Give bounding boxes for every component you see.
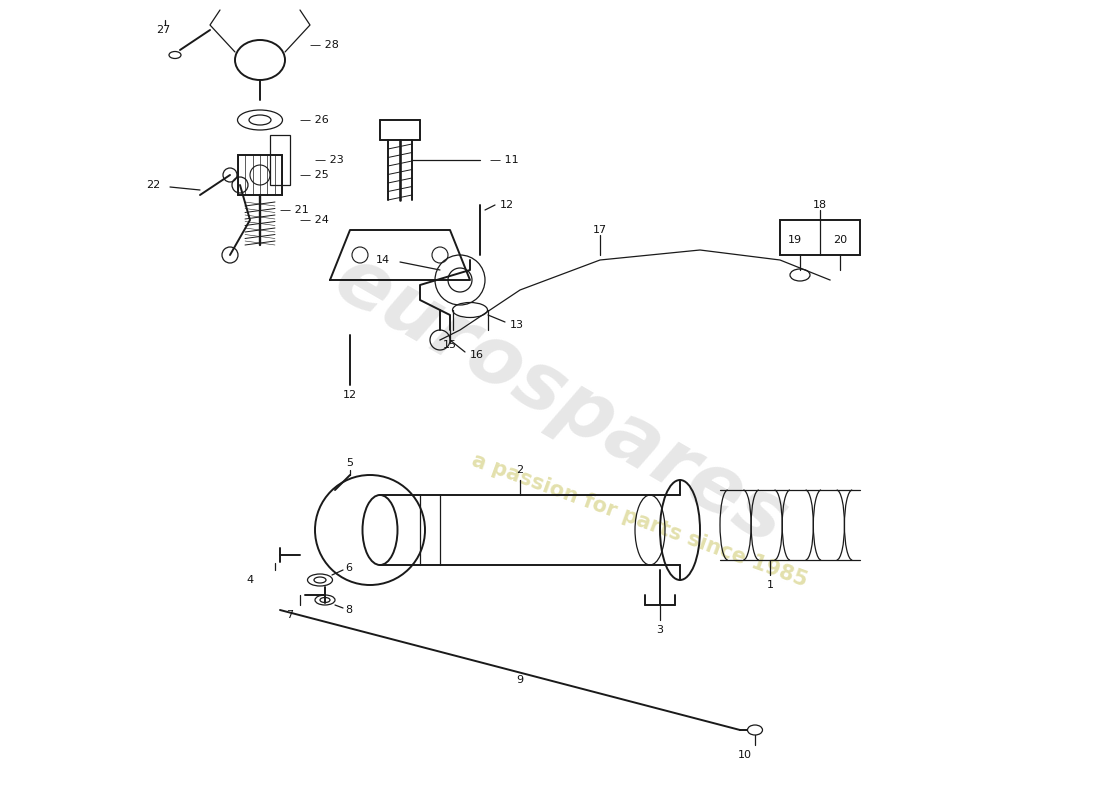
Text: 20: 20: [833, 235, 847, 245]
Text: 3: 3: [657, 625, 663, 635]
Text: eurospares: eurospares: [320, 239, 800, 561]
Text: — 23: — 23: [315, 155, 343, 165]
Text: — 24: — 24: [300, 215, 329, 225]
Text: 15: 15: [443, 340, 456, 350]
Text: 6: 6: [345, 563, 352, 573]
Text: — 26: — 26: [300, 115, 329, 125]
Bar: [780, 220, 860, 255]
Text: 8: 8: [345, 605, 352, 615]
Bar: [270, 135, 290, 185]
Text: 7: 7: [286, 610, 294, 620]
Text: 22: 22: [145, 180, 160, 190]
Text: 14: 14: [376, 255, 390, 265]
Text: 16: 16: [470, 350, 484, 360]
Text: 17: 17: [593, 225, 607, 235]
Text: — 11: — 11: [490, 155, 518, 165]
Text: — 21: — 21: [280, 205, 309, 215]
Bar: [238, 155, 282, 195]
Text: 4: 4: [246, 575, 254, 585]
Text: 2: 2: [516, 465, 524, 475]
Text: 13: 13: [510, 320, 524, 330]
Text: 18: 18: [813, 200, 827, 210]
Text: 19: 19: [788, 235, 802, 245]
Text: — 25: — 25: [300, 170, 329, 180]
Text: 27: 27: [156, 25, 170, 35]
Text: 10: 10: [738, 750, 752, 760]
Text: 12: 12: [343, 390, 358, 400]
Text: 9: 9: [516, 675, 524, 685]
Text: a passion for parts since 1985: a passion for parts since 1985: [470, 450, 811, 590]
Text: 12: 12: [500, 200, 514, 210]
Text: 5: 5: [346, 458, 353, 468]
Text: — 28: — 28: [310, 40, 339, 50]
Text: 1: 1: [767, 580, 773, 590]
